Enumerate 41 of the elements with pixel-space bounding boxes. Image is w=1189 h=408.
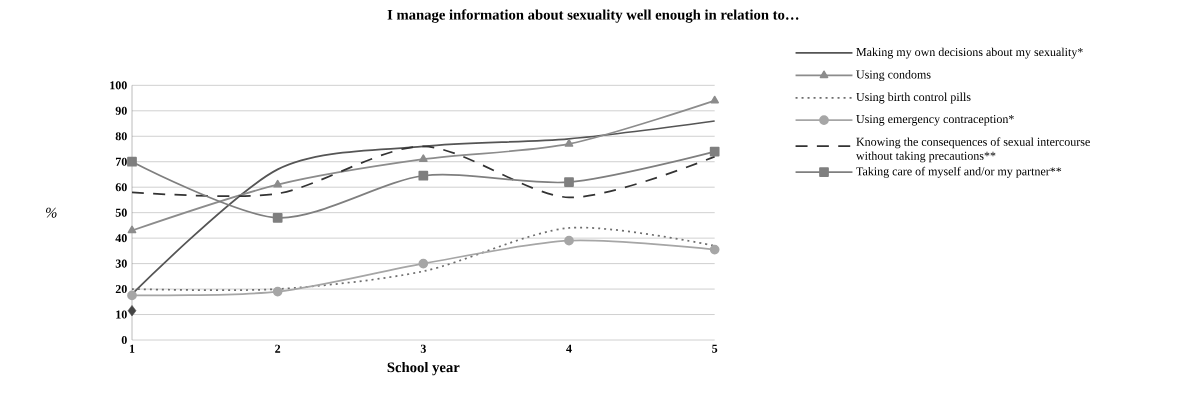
point [127,305,137,317]
x-tick-label: 1 [129,344,135,353]
y-tick-label: 30 [115,259,127,268]
legend-label: Making my own decisions about my sexuality* [856,47,1083,59]
x-axis-title: School year [387,361,460,376]
point [127,290,137,301]
point [273,179,283,188]
point [710,95,719,104]
y-tick-label: 100 [110,81,127,90]
y-tick-label: 0 [121,335,127,345]
y-tick-label: 50 [115,208,127,217]
point [272,212,283,223]
point [272,286,283,297]
y-tick-label: 10 [116,310,127,319]
legend-label: Using birth control pills [856,92,971,104]
point [418,170,429,181]
x-tick-label: 5 [712,344,718,353]
y-axis-title: % [46,207,57,218]
point [709,146,720,157]
x-tick-label: 2 [275,344,281,353]
point [564,235,574,246]
legend-label: Using condoms [856,70,931,82]
chart-title: I manage information about sexuality well enough in relation to… [387,9,799,23]
point [418,258,429,269]
x-tick-label: 4 [566,344,572,353]
y-tick-label: 90 [115,106,127,115]
y-tick-label: 20 [115,285,127,294]
y-tick-label: 80 [115,132,127,141]
legend-label: Knowing the consequences of sexual intercourse without taking precautions** [856,137,1090,163]
y-tick-label: 70 [115,157,127,166]
x-tick-label: 3 [420,344,426,353]
point [564,139,574,147]
legend-label: Taking care of myself and/or my partner** [856,166,1062,178]
point [564,177,574,187]
point [419,154,428,163]
point [127,225,137,234]
y-tick-label: 40 [115,234,127,243]
point [709,244,720,255]
y-tick-label: 60 [115,183,127,192]
point [127,156,137,167]
legend-label: Using emergency contraception* [856,115,1014,126]
